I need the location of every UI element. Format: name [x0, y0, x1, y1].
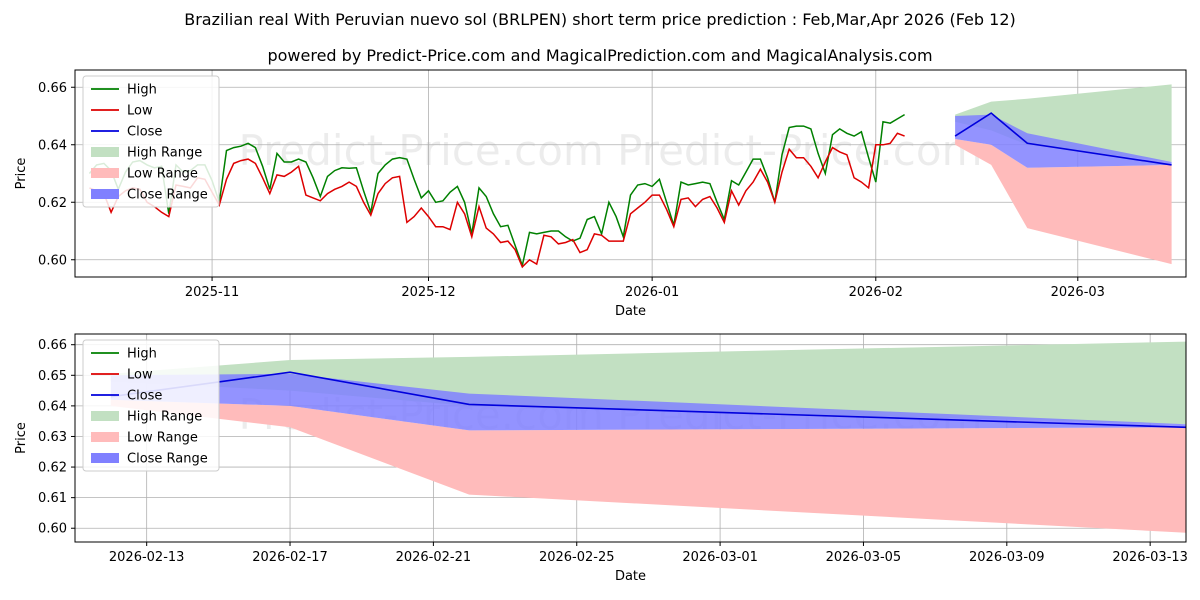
low-range-band — [110, 399, 1186, 533]
y-tick-label: 0.61 — [38, 491, 67, 506]
x-axis-label: Date — [615, 569, 646, 584]
legend: High Low Close High Range Low Range Close Ran… — [82, 339, 220, 472]
legend-low-range-label: Low Range — [127, 431, 198, 446]
legend-high-label: High — [127, 347, 157, 362]
legend-low-range-label: Low Range — [127, 167, 198, 182]
chart-subtitle: powered by Predict-Price.com and Magical… — [267, 46, 933, 65]
close-forecast-line — [954, 112, 1172, 166]
legend-low-label: Low — [127, 104, 153, 119]
x-tick-label: 2026-02-21 — [396, 550, 472, 565]
legend-close-range-label: Close Range — [127, 452, 208, 467]
legend-high-range-label: High Range — [127, 146, 202, 161]
y-tick-label: 0.64 — [38, 399, 67, 414]
legend-high-label: High — [127, 83, 157, 98]
legend-high-range-swatch — [91, 411, 119, 421]
y-tick-label: 0.64 — [38, 138, 67, 153]
chart-title: Brazilian real With Peruvian nuevo sol (… — [184, 10, 1016, 29]
x-tick-label: 2026-03 — [1051, 285, 1105, 300]
y-tick-label: 0.63 — [38, 430, 67, 445]
x-tick-label: 2026-02-17 — [252, 550, 328, 565]
panel-history-and-forecast: Predict-Price.com Predict-Price.com2025-… — [14, 69, 1187, 319]
legend-low-label: Low — [127, 368, 153, 383]
legend-close-label: Close — [127, 125, 162, 140]
legend-low-range-swatch — [91, 432, 119, 442]
plot-frame — [74, 69, 1187, 278]
x-tick-label: 2026-02 — [849, 285, 903, 300]
x-tick-label: 2025-12 — [401, 285, 455, 300]
x-tick-label: 2026-02-13 — [109, 550, 185, 565]
legend-low-range-swatch — [91, 168, 119, 178]
y-tick-label: 0.65 — [38, 369, 67, 384]
x-tick-label: 2026-02-25 — [539, 550, 615, 565]
y-tick-label: 0.62 — [38, 196, 67, 211]
legend-high-range-swatch — [91, 147, 119, 157]
legend-high-range-label: High Range — [127, 410, 202, 425]
high-price-line — [88, 113, 905, 269]
legend-close-range-swatch — [91, 189, 119, 199]
x-tick-label: 2026-03-13 — [1112, 550, 1188, 565]
x-axis-label: Date — [615, 304, 646, 319]
y-axis-label: Price — [14, 158, 29, 190]
low-range-band — [955, 139, 1172, 265]
legend-close-range-swatch — [91, 453, 119, 463]
plot-area — [88, 84, 1172, 269]
y-tick-label: 0.66 — [38, 81, 67, 96]
low-price-line — [89, 132, 905, 269]
legend-close-range-label: Close Range — [127, 188, 208, 203]
plot-area — [110, 341, 1186, 533]
panel-forecast-zoom: Predict-Price.com Predict-Price.com2026-… — [14, 333, 1188, 584]
y-tick-label: 0.60 — [38, 253, 67, 268]
high-range-band — [955, 84, 1172, 162]
x-tick-label: 2026-01 — [625, 285, 679, 300]
x-tick-label: 2025-11 — [185, 285, 239, 300]
y-axis-label: Price — [14, 422, 29, 454]
plot-frame — [74, 333, 1187, 543]
high-range-band — [110, 341, 1186, 425]
legend-close-label: Close — [127, 389, 162, 404]
y-tick-label: 0.60 — [38, 522, 67, 537]
y-tick-label: 0.62 — [38, 461, 67, 476]
x-tick-label: 2026-03-09 — [969, 550, 1045, 565]
x-tick-label: 2026-03-01 — [682, 550, 758, 565]
x-tick-label: 2026-03-05 — [826, 550, 902, 565]
legend: High Low Close High Range Low Range Close Ran… — [82, 75, 220, 208]
y-tick-label: 0.66 — [38, 338, 67, 353]
